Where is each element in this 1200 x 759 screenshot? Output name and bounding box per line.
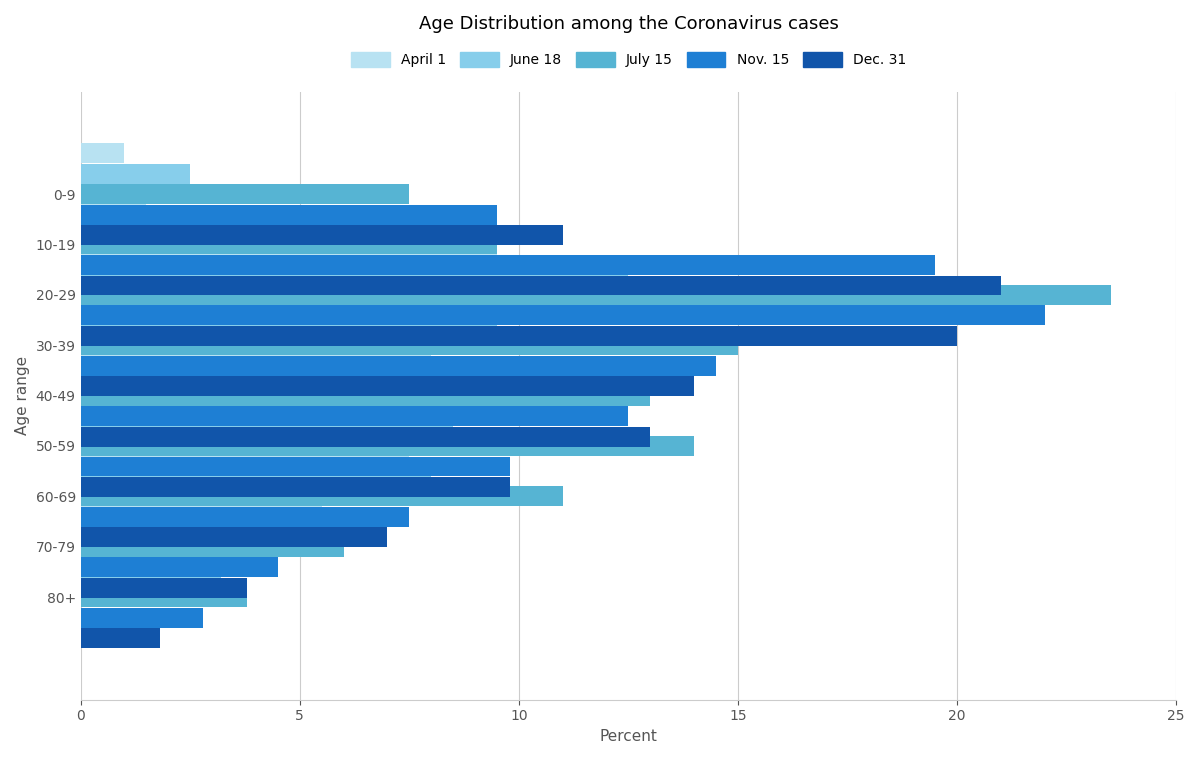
- Bar: [80, 164, 191, 184]
- Bar: [80, 546, 212, 566]
- Bar: [80, 457, 510, 477]
- Legend: April 1, June 18, July 15, Nov. 15, Dec. 31: April 1, June 18, July 15, Nov. 15, Dec.…: [346, 47, 912, 73]
- Bar: [80, 255, 935, 275]
- Bar: [80, 276, 1001, 295]
- Bar: [80, 446, 409, 465]
- Bar: [80, 264, 629, 285]
- X-axis label: Percent: Percent: [600, 729, 658, 744]
- Bar: [80, 436, 694, 456]
- Bar: [80, 628, 160, 648]
- Bar: [80, 415, 454, 436]
- Bar: [80, 528, 388, 547]
- Bar: [80, 587, 247, 607]
- Bar: [80, 194, 146, 213]
- Bar: [80, 356, 716, 376]
- Bar: [80, 477, 510, 497]
- Bar: [80, 466, 431, 486]
- Bar: [80, 294, 454, 314]
- Bar: [80, 285, 1110, 305]
- Title: Age Distribution among the Coronavirus cases: Age Distribution among the Coronavirus c…: [419, 15, 839, 33]
- Bar: [80, 557, 278, 577]
- Bar: [80, 326, 958, 346]
- Bar: [80, 365, 475, 385]
- Bar: [80, 516, 335, 536]
- Bar: [80, 376, 694, 396]
- Bar: [80, 244, 497, 264]
- Bar: [80, 345, 431, 364]
- Bar: [80, 507, 409, 527]
- Bar: [80, 406, 629, 426]
- Bar: [80, 608, 203, 628]
- Bar: [80, 427, 650, 446]
- Bar: [80, 205, 497, 225]
- Bar: [80, 143, 125, 163]
- Bar: [80, 537, 343, 556]
- Bar: [80, 567, 221, 587]
- Bar: [80, 184, 409, 204]
- Bar: [80, 335, 738, 355]
- Y-axis label: Age range: Age range: [14, 356, 30, 435]
- Bar: [80, 386, 650, 405]
- Bar: [80, 496, 322, 515]
- Bar: [80, 235, 497, 254]
- Bar: [80, 395, 409, 415]
- Bar: [80, 214, 212, 234]
- Bar: [80, 305, 1045, 326]
- Bar: [80, 578, 247, 598]
- Bar: [80, 487, 563, 506]
- Bar: [80, 225, 563, 245]
- Bar: [80, 315, 497, 335]
